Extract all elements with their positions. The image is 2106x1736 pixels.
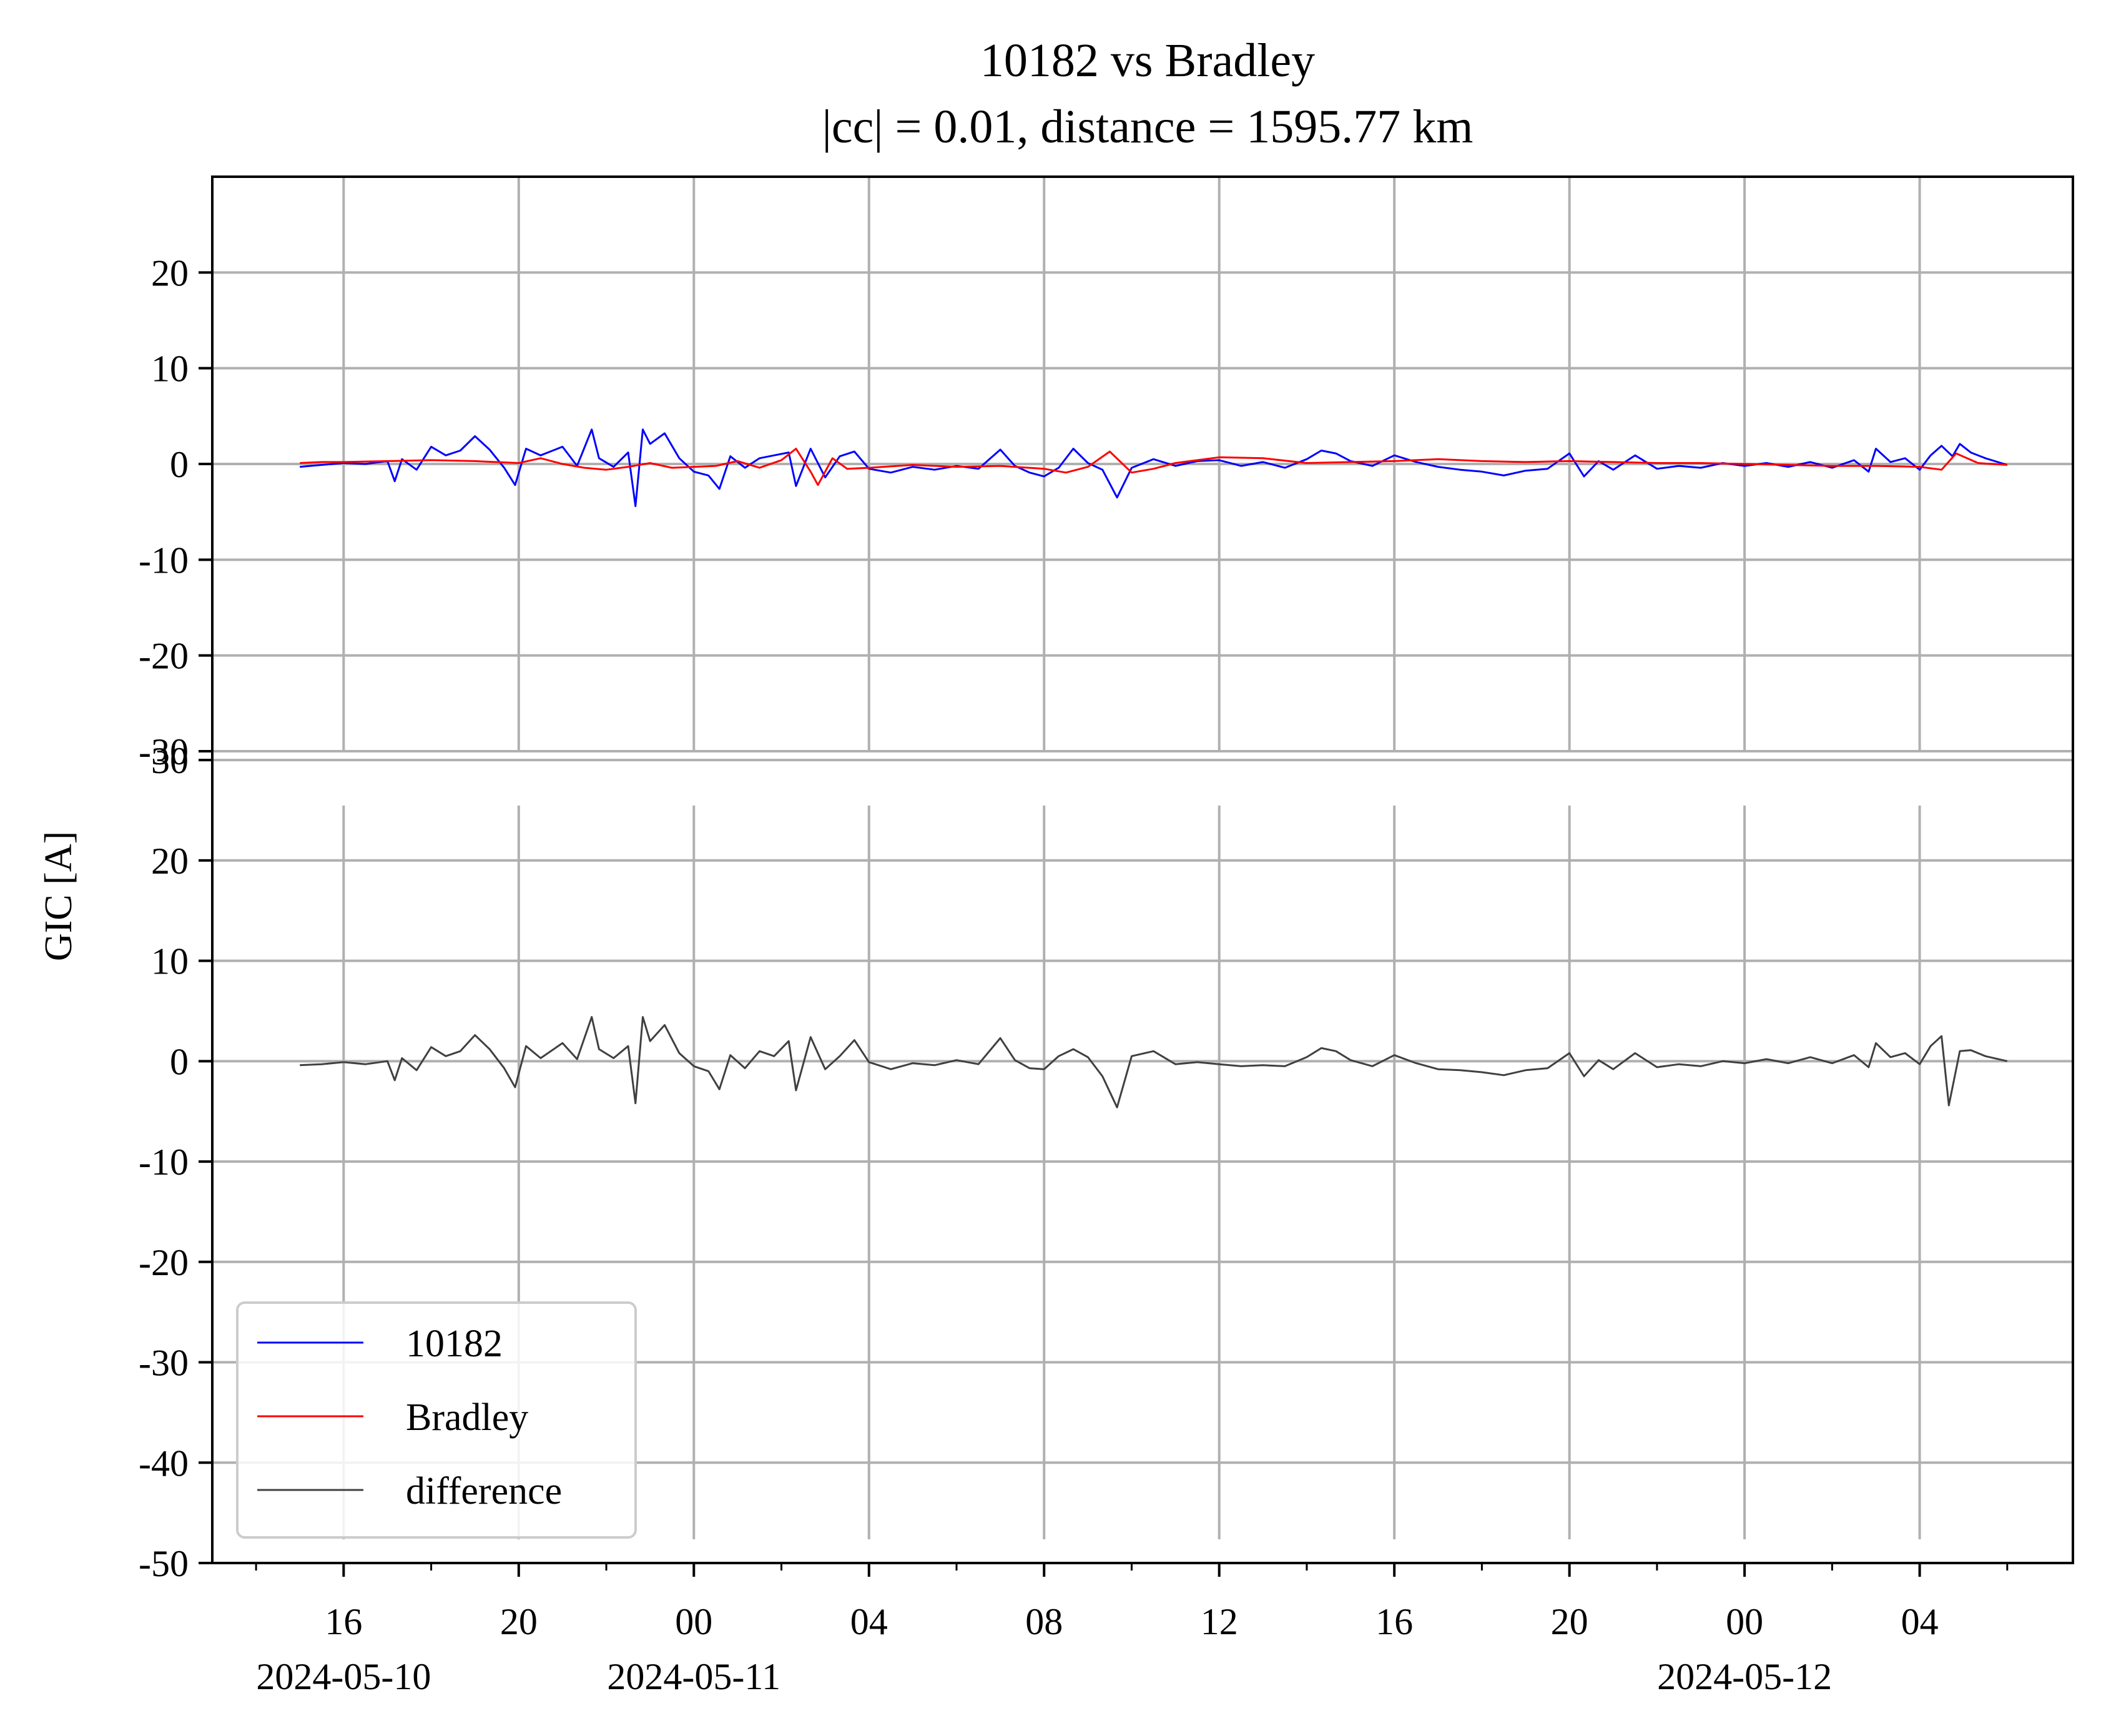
bottom-y-tick-label: 10: [151, 941, 189, 982]
x-tick-label: 16: [325, 1601, 362, 1642]
x-date-label: 2024-05-12: [1657, 1656, 1832, 1697]
y-axis-label: GIC [A]: [37, 831, 80, 961]
bottom-y-tick-label: 0: [170, 1041, 189, 1082]
bottom-y-tick-label: -40: [139, 1443, 189, 1484]
top-y-tick-label: 20: [151, 252, 189, 293]
bottom-panel-y-ticks: -50 -40 -30 -20 -10 0 10 20 30: [139, 740, 212, 1584]
bottom-panel-series: [300, 1016, 2008, 1108]
x-tick-label: 12: [1201, 1601, 1238, 1642]
top-panel-y-ticks: -30 -20 -10 0 10 20: [139, 252, 212, 772]
chart-subtitle: |cc| = 0.01, distance = 1595.77 km: [822, 101, 1474, 153]
top-panel: -30 -20 -10 0 10 20: [139, 177, 2073, 772]
x-tick-label: 08: [1025, 1601, 1063, 1642]
x-date-label: 2024-05-10: [256, 1656, 431, 1697]
series-line-10182: [300, 428, 2008, 507]
bottom-y-tick-label: -50: [139, 1543, 189, 1584]
top-y-tick-label: 10: [151, 348, 189, 390]
series-line-bradley: [300, 448, 2007, 486]
x-date-label: 2024-05-11: [607, 1656, 780, 1697]
legend-label-difference: difference: [406, 1470, 562, 1512]
x-tick-label: 00: [675, 1601, 712, 1642]
legend-box: [236, 1301, 637, 1539]
bottom-y-tick-label: -20: [139, 1242, 189, 1283]
x-tick-label: 20: [500, 1601, 538, 1642]
legend: 10182 Bradley difference: [236, 1301, 637, 1539]
top-y-tick-label: -30: [139, 731, 189, 772]
top-panel-series: [300, 428, 2008, 507]
x-tick-label: 16: [1375, 1601, 1413, 1642]
bottom-y-tick-label: 30: [151, 740, 189, 781]
top-y-tick-label: -10: [139, 540, 189, 581]
top-y-tick-label: 0: [170, 444, 189, 485]
legend-label-bradley: Bradley: [406, 1396, 528, 1439]
bottom-y-tick-label: -10: [139, 1142, 189, 1183]
bottom-panel: -50 -40 -30 -20 -10 0 10 20 30: [139, 740, 2073, 1584]
legend-label-10182: 10182: [406, 1323, 503, 1365]
series-line-difference: [300, 1016, 2008, 1108]
x-tick-label: 00: [1726, 1601, 1763, 1642]
x-tick-label: 20: [1551, 1601, 1588, 1642]
bottom-y-tick-label: -30: [139, 1343, 189, 1384]
x-axis: 16 20 00 04 08 12 16 20 00 04 2024-05-10 2024-05-11…: [255, 1563, 2009, 1697]
x-tick-label: 04: [850, 1601, 888, 1642]
plot-frame: [211, 175, 2074, 1564]
top-y-tick-label: -20: [139, 636, 189, 677]
x-tick-label: 04: [1901, 1601, 1939, 1642]
bottom-y-tick-label: 20: [151, 841, 189, 882]
chart-title: 10182 vs Bradley: [980, 34, 1315, 87]
